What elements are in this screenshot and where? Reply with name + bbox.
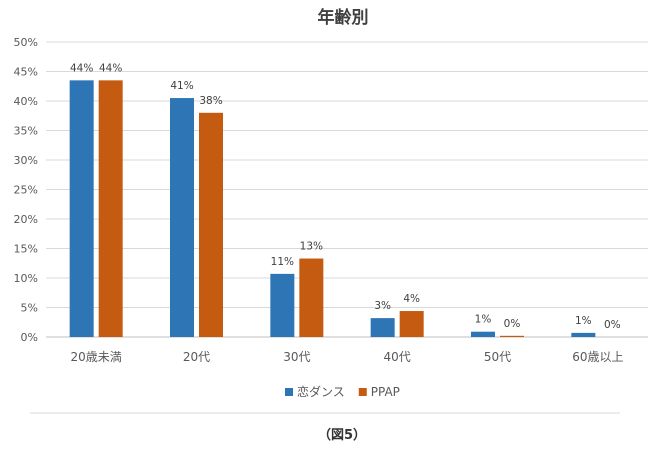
- x-tick-label: 30代: [283, 350, 310, 364]
- legend-swatch: [358, 388, 367, 396]
- y-axis-ticks: 0% 5% 10% 15% 20% 25% 30% 35% 40% 45% 50%: [14, 36, 38, 344]
- data-label: 0%: [504, 318, 521, 330]
- legend-swatch: [285, 388, 293, 396]
- bar: [370, 318, 395, 337]
- bar: [500, 335, 524, 337]
- y-tick-label: 20%: [14, 213, 38, 226]
- y-tick-label: 35%: [14, 125, 38, 138]
- bar: [471, 331, 495, 337]
- y-tick-label: 15%: [14, 243, 38, 256]
- gridlines: [46, 41, 648, 338]
- bar: [270, 273, 295, 337]
- y-tick-label: 30%: [14, 154, 38, 167]
- data-label: 44%: [70, 62, 93, 74]
- data-label: 1%: [475, 314, 492, 326]
- bar: [299, 258, 324, 337]
- x-axis-ticks: 20歳未満 20代 30代 40代 50代 60歳以上: [71, 350, 624, 364]
- y-tick-label: 0%: [21, 331, 38, 344]
- data-label: 3%: [374, 300, 391, 312]
- legend-label: 恋ダンス: [297, 384, 345, 399]
- y-tick-label: 25%: [14, 184, 38, 197]
- y-tick-label: 5%: [21, 302, 38, 315]
- data-labels: 44% 44% 41% 38% 11% 13% 3% 4% 1% 0% 1% 0%: [70, 62, 621, 331]
- data-label: 4%: [403, 293, 420, 305]
- data-label: 38%: [199, 95, 222, 107]
- data-label: 44%: [99, 62, 122, 74]
- bar: [98, 80, 123, 337]
- y-tick-label: 45%: [14, 66, 38, 79]
- bar: [399, 311, 424, 337]
- y-tick-label: 10%: [14, 272, 38, 285]
- figure-caption: （図5）: [318, 427, 366, 443]
- data-label: 13%: [300, 241, 323, 253]
- x-tick-label: 60歳以上: [572, 350, 623, 364]
- data-label: 11%: [271, 256, 294, 268]
- legend-label: PPAP: [371, 385, 400, 399]
- y-tick-label: 50%: [14, 36, 38, 49]
- x-tick-label: 20代: [183, 350, 210, 364]
- bar: [170, 98, 194, 337]
- x-tick-label: 20歳未満: [71, 350, 122, 364]
- chart-title: 年齢別: [318, 7, 369, 28]
- y-tick-label: 40%: [14, 95, 38, 108]
- legend: 恋ダンス PPAP: [285, 384, 400, 399]
- bars: [69, 80, 596, 337]
- x-tick-label: 40代: [384, 350, 411, 364]
- data-label: 1%: [575, 315, 592, 327]
- data-label: 41%: [170, 80, 193, 92]
- bar: [571, 332, 596, 337]
- x-tick-label: 50代: [484, 350, 511, 364]
- bar: [199, 112, 223, 337]
- data-label: 0%: [604, 319, 621, 331]
- bar: [69, 80, 94, 337]
